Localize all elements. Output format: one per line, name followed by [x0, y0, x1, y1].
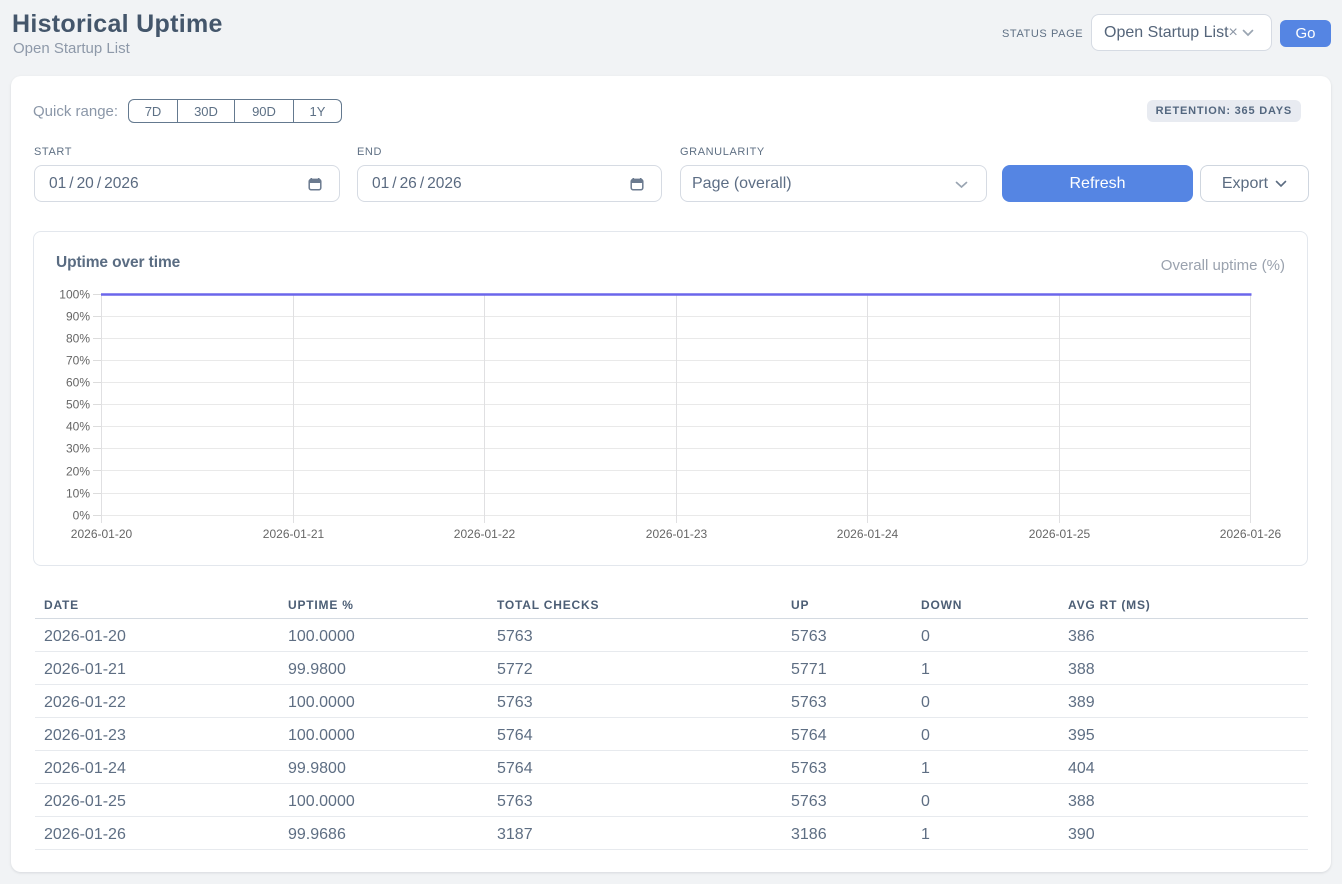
svg-text:2026-01-26: 2026-01-26 — [1220, 527, 1282, 541]
svg-text:2026-01-23: 2026-01-23 — [646, 527, 708, 541]
svg-text:2026-01-22: 2026-01-22 — [454, 527, 516, 541]
svg-text:2026-01-25: 2026-01-25 — [1029, 527, 1091, 541]
svg-text:100%: 100% — [59, 288, 90, 302]
svg-text:70%: 70% — [66, 354, 90, 368]
svg-text:0%: 0% — [73, 509, 91, 523]
svg-text:10%: 10% — [66, 487, 90, 501]
svg-text:80%: 80% — [66, 332, 90, 346]
svg-text:20%: 20% — [66, 465, 90, 479]
svg-text:40%: 40% — [66, 420, 90, 434]
svg-text:2026-01-24: 2026-01-24 — [837, 527, 899, 541]
svg-text:90%: 90% — [66, 310, 90, 324]
svg-text:2026-01-21: 2026-01-21 — [263, 527, 325, 541]
svg-text:30%: 30% — [66, 442, 90, 456]
svg-text:50%: 50% — [66, 398, 90, 412]
svg-text:60%: 60% — [66, 376, 90, 390]
svg-text:2026-01-20: 2026-01-20 — [71, 527, 133, 541]
